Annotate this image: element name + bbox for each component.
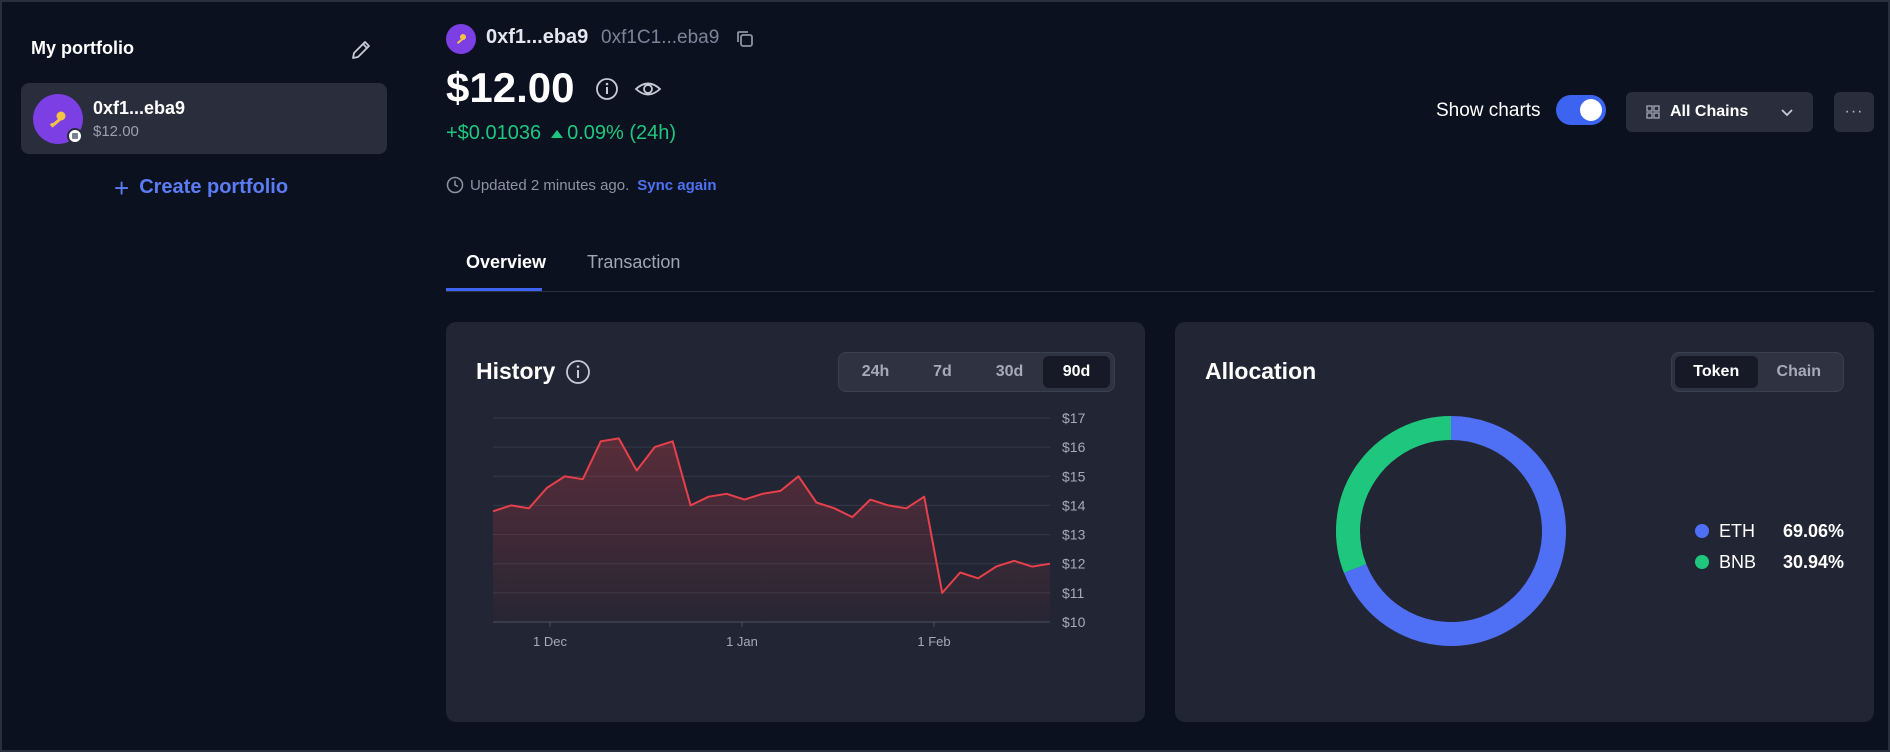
tab-transaction[interactable]: Transaction (587, 252, 681, 272)
show-charts-label: Show charts (1436, 100, 1541, 121)
tab-active-indicator (446, 288, 542, 291)
history-title: History (476, 358, 556, 384)
copy-icon[interactable] (735, 29, 755, 49)
wallet-address: 0xf1C1...eba9 (601, 27, 720, 48)
y-tick-label: $11 (1062, 585, 1085, 601)
legend-dot (1695, 524, 1709, 538)
wallet-key-icon (446, 24, 476, 54)
portfolio-item[interactable]: 0xf1...eba9 $12.00 (21, 83, 387, 154)
tab-bar: Overview Transaction (446, 240, 1874, 292)
legend-dot (1695, 555, 1709, 569)
chain-select-label: All Chains (1670, 103, 1749, 120)
sidebar-title: My portfolio (31, 38, 134, 58)
range-7d-button[interactable]: 7d (933, 363, 952, 380)
sidebar: My portfolio 0xf1...eba9 $12.00 + Create… (2, 2, 402, 750)
y-tick-label: $12 (1062, 556, 1086, 572)
history-area (493, 438, 1050, 622)
allocation-title: Allocation (1205, 358, 1317, 384)
edit-icon[interactable] (347, 36, 375, 64)
wallet-badge-icon (67, 128, 83, 144)
y-tick-label: $10 (1062, 614, 1086, 630)
y-tick-label: $15 (1062, 468, 1086, 484)
y-tick-label: $17 (1062, 410, 1086, 426)
range-selector: 24h 7d 30d 90d (838, 352, 1115, 392)
x-tick-label: 1 Dec (533, 634, 567, 649)
sync-again-link[interactable]: Sync again (637, 176, 717, 194)
clock-icon (446, 176, 464, 194)
updated-text: Updated 2 minutes ago. (470, 176, 630, 194)
plus-icon: + (114, 172, 130, 203)
legend-value: 30.94% (1783, 552, 1844, 572)
allocation-card: Allocation Token Chain ETH 69.06% BNB 30.94… (1175, 322, 1874, 722)
history-card: History 24h 7d 30d 90d $17 $16 $15 $14 $13 $1… (446, 322, 1145, 722)
legend-label: BNB (1719, 552, 1756, 572)
grid-icon (1646, 105, 1660, 119)
allocation-chart: ETH 69.06% BNB 30.94% (1336, 416, 1844, 646)
allocation-toggle: Token Chain (1671, 352, 1844, 392)
donut-slice-bnb (1336, 416, 1452, 573)
chevron-down-icon (1781, 109, 1793, 117)
portfolio-name: 0xf1...eba9 (93, 98, 186, 118)
info-icon[interactable] (595, 77, 619, 101)
range-24h-button[interactable]: 24h (861, 363, 890, 380)
portfolio-value: $12.00 (93, 123, 139, 140)
change-percent-wrap: 0.09% (24h) (551, 122, 676, 145)
info-icon[interactable] (565, 359, 591, 385)
range-30d-button[interactable]: 30d (995, 363, 1024, 380)
y-tick-label: $16 (1062, 439, 1086, 455)
wallet-name: 0xf1...eba9 (486, 26, 589, 48)
create-portfolio-button[interactable]: + Create portfolio (114, 172, 289, 203)
donut-slice-eth (1343, 416, 1566, 646)
chain-tab-button[interactable]: Chain (1776, 363, 1821, 380)
y-tick-label: $13 (1062, 527, 1086, 543)
change-percent: 0.09% (24h) (567, 122, 677, 144)
x-tick-label: 1 Jan (726, 634, 758, 649)
show-charts-toggle[interactable] (1556, 95, 1606, 125)
more-options-button[interactable]: ··· (1834, 92, 1874, 132)
balance-change: +$0.01036 0.09% (24h) (446, 122, 676, 145)
create-portfolio-label: Create portfolio (139, 176, 289, 198)
legend-value: 69.06% (1783, 521, 1844, 541)
triangle-up-icon (551, 129, 564, 138)
token-tab-button[interactable]: Token (1675, 356, 1758, 388)
total-balance: $12.00 (446, 64, 575, 111)
x-tick-label: 1 Feb (917, 634, 950, 649)
history-chart: $17 $16 $15 $14 $13 $12 $11 $10 1 Dec 1 Jan 1 Feb (492, 410, 1086, 649)
tab-overview[interactable]: Overview (466, 252, 547, 272)
eye-icon[interactable] (634, 77, 662, 101)
legend-label: ETH (1719, 521, 1755, 541)
change-amount: +$0.01036 (446, 122, 542, 144)
chain-select[interactable]: All Chains (1626, 92, 1813, 132)
y-tick-label: $14 (1062, 497, 1086, 513)
range-90d-button[interactable]: 90d (1043, 356, 1110, 388)
history-line (492, 437, 1051, 594)
updated-status: Updated 2 minutes ago. Sync again (446, 176, 716, 194)
